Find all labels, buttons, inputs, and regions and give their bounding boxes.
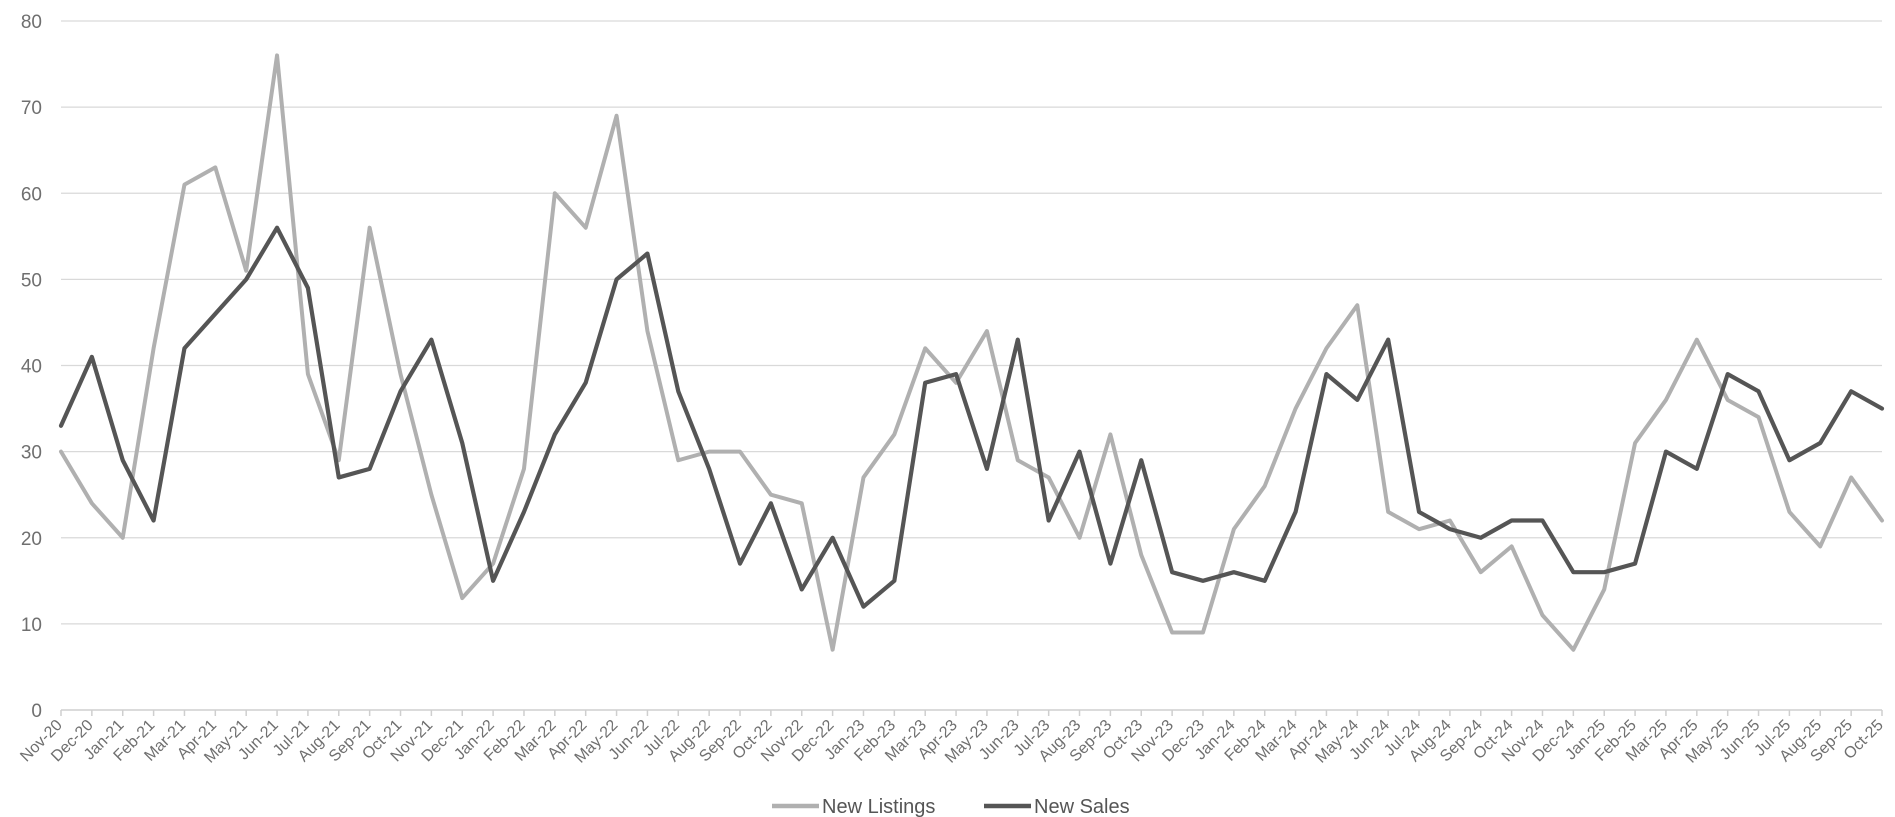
y-tick-label: 0 <box>31 701 42 722</box>
y-tick-label: 10 <box>21 615 42 636</box>
y-tick-label: 40 <box>21 357 42 378</box>
legend-label-new-listings: New Listings <box>822 796 935 817</box>
y-tick-label: 30 <box>21 443 42 464</box>
y-tick-label: 70 <box>21 98 42 119</box>
x-axis <box>60 709 1883 716</box>
legend: New Listings New Sales <box>772 796 1130 817</box>
y-tick-label: 50 <box>21 270 42 291</box>
x-axis-tick-labels: Nov-20Dec-20Jan-21Feb-21Mar-21Apr-21May-… <box>17 717 1887 767</box>
y-axis-tick-labels: 0 10 20 30 40 50 60 70 80 <box>21 12 42 722</box>
y-tick-label: 80 <box>21 12 42 33</box>
y-tick-label: 20 <box>21 529 42 550</box>
grid-lines <box>61 20 1882 625</box>
series-line-new-sales <box>58 225 1885 609</box>
series-lines <box>58 53 1885 652</box>
series-line-new-listings <box>59 53 1884 652</box>
y-tick-label: 60 <box>21 184 42 205</box>
legend-label-new-sales: New Sales <box>1034 796 1130 817</box>
